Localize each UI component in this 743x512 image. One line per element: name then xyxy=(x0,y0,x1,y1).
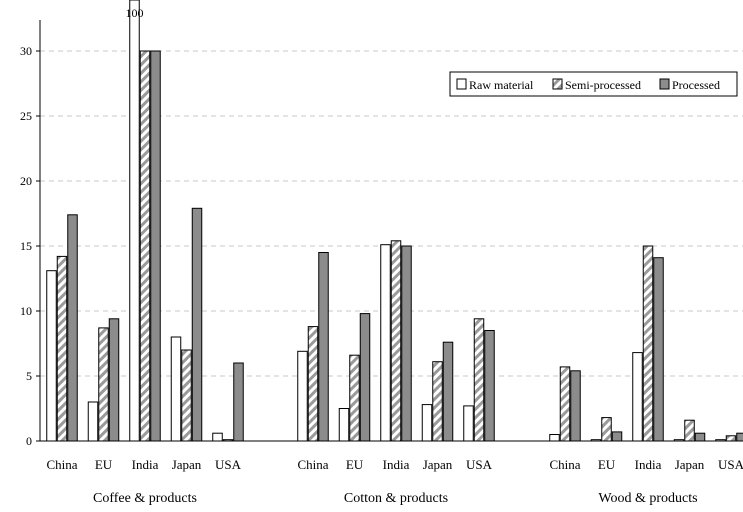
axis-labels: 0 5 10 15 20 25 30 China EU India Japan USA Coffee &… xyxy=(20,6,743,506)
bars xyxy=(46,0,743,442)
bar-wood-products-india-processed xyxy=(653,257,664,442)
bar-cotton-products-china-processed xyxy=(318,252,329,442)
bar-cotton-products-eu-raw-material xyxy=(338,408,350,442)
bar-wood-products-china-processed xyxy=(570,370,581,442)
bar-cotton-products-japan-raw-material xyxy=(421,404,433,442)
x-tick-label-wood-products-eu: EU xyxy=(598,457,616,472)
bar-coffee-products-usa-raw-material xyxy=(212,432,223,442)
group-label-cotton-products: Cotton & products xyxy=(344,491,448,506)
bar-cotton-products-usa-raw-material xyxy=(463,405,474,442)
bar-coffee-products-india-semi-processed xyxy=(139,50,151,442)
bar-cotton-products-india-semi-processed xyxy=(390,240,402,442)
bar-coffee-products-eu-processed xyxy=(108,318,120,442)
bar-coffee-products-japan-raw-material xyxy=(170,336,182,442)
bar-wood-products-china-semi-processed xyxy=(559,366,571,442)
x-tick-label-wood-products-india: India xyxy=(635,457,662,472)
bar-value-label-0: 100 xyxy=(126,6,144,20)
bar-coffee-products-eu-raw-material xyxy=(87,401,99,442)
bar-wood-products-eu-processed xyxy=(611,431,623,442)
bar-cotton-products-usa-processed xyxy=(484,330,495,442)
legend-box xyxy=(449,71,738,97)
bar-wood-products-india-raw-material xyxy=(632,352,643,442)
bar-coffee-products-eu-semi-processed xyxy=(98,327,109,442)
group-label-coffee-products: Coffee & products xyxy=(93,491,197,506)
bar-cotton-products-usa-semi-processed xyxy=(473,318,485,442)
axes xyxy=(36,20,743,442)
legend-swatch-semi-processed xyxy=(552,78,563,90)
x-tick-label-cotton-products-eu: EU xyxy=(346,457,364,472)
bar-cotton-products-india-processed xyxy=(401,245,412,442)
x-tick-label-coffee-products-china: China xyxy=(46,457,77,472)
bar-coffee-products-india-processed xyxy=(150,50,161,442)
bar-coffee-products-china-raw-material xyxy=(46,270,57,442)
x-tick-label-cotton-products-japan: Japan xyxy=(423,457,453,472)
bar-wood-products-china-raw-material xyxy=(549,434,560,442)
bar-coffee-products-usa-processed xyxy=(233,362,244,442)
bar-coffee-products-japan-processed xyxy=(191,207,203,442)
x-tick-label-cotton-products-usa: USA xyxy=(466,457,493,472)
x-tick-label-coffee-products-japan: Japan xyxy=(172,457,202,472)
y-tick-label-5: 5 xyxy=(26,369,32,383)
bar-wood-products-eu-semi-processed xyxy=(601,417,612,442)
y-tick-label-30: 30 xyxy=(20,44,32,58)
bar-coffee-products-china-processed xyxy=(67,214,78,442)
bar-coffee-products-china-semi-processed xyxy=(56,255,68,442)
y-tick-label-25: 25 xyxy=(20,109,32,123)
legend-swatch-processed xyxy=(659,78,670,90)
x-tick-label-cotton-products-india: India xyxy=(383,457,410,472)
x-tick-label-wood-products-japan: Japan xyxy=(675,457,705,472)
y-tick-label-10: 10 xyxy=(20,304,32,318)
legend-label-processed: Processed xyxy=(672,78,720,92)
x-tick-label-coffee-products-india: India xyxy=(132,457,159,472)
bar-coffee-products-india-raw-material xyxy=(129,0,140,442)
bar-coffee-products-japan-semi-processed xyxy=(181,349,192,442)
bar-cotton-products-eu-processed xyxy=(359,313,371,442)
x-tick-label-wood-products-china: China xyxy=(549,457,580,472)
legend: Raw material Semi-processed Processed xyxy=(449,71,738,97)
bar-cotton-products-china-semi-processed xyxy=(307,326,319,442)
bar-cotton-products-india-raw-material xyxy=(380,244,391,442)
legend-label-raw-material: Raw material xyxy=(469,78,534,92)
x-tick-label-cotton-products-china: China xyxy=(297,457,328,472)
bar-wood-products-usa-processed xyxy=(736,432,743,442)
bar-wood-products-japan-semi-processed xyxy=(684,419,695,442)
y-tick-label-20: 20 xyxy=(20,174,32,188)
x-tick-label-coffee-products-usa: USA xyxy=(215,457,242,472)
bar-cotton-products-eu-semi-processed xyxy=(349,354,360,442)
bar-wood-products-india-semi-processed xyxy=(642,245,654,442)
group-label-wood-products: Wood & products xyxy=(598,491,697,506)
bar-cotton-products-japan-processed xyxy=(442,341,454,442)
legend-label-semi-processed: Semi-processed xyxy=(565,78,641,92)
bar-wood-products-usa-semi-processed xyxy=(725,435,737,442)
y-tick-label-0: 0 xyxy=(26,434,32,448)
legend-swatch-raw-material xyxy=(456,78,467,90)
bar-cotton-products-japan-semi-processed xyxy=(432,361,443,442)
bar-cotton-products-china-raw-material xyxy=(297,350,308,442)
y-tick-label-15: 15 xyxy=(20,239,32,253)
bar-wood-products-japan-processed xyxy=(694,432,706,442)
x-tick-label-coffee-products-eu: EU xyxy=(95,457,113,472)
x-tick-label-wood-products-usa: USA xyxy=(718,457,743,472)
